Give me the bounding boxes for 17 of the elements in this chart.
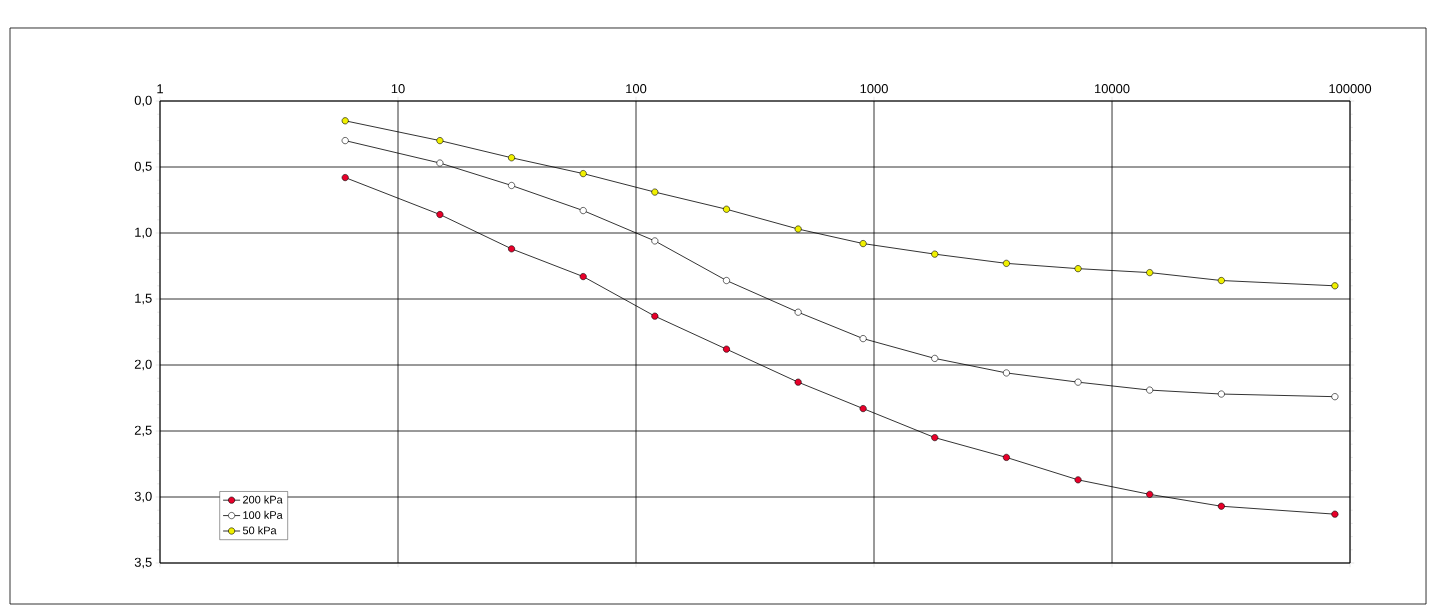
x-tick-label: 10 <box>391 84 405 94</box>
x-tick-label: 1000 <box>860 84 888 94</box>
y-tick-label: 2,0 <box>134 359 152 371</box>
legend-label: 200 kPa <box>243 495 283 504</box>
y-tick-label: 0,0 <box>134 95 152 107</box>
x-tick-label: 10000 <box>1094 84 1130 94</box>
legend-label: 100 kPa <box>243 510 283 519</box>
y-tick-label: 3,0 <box>134 491 152 503</box>
x-tick-label: 100 <box>626 84 647 94</box>
x-tick-label: 100000 <box>1329 84 1372 94</box>
y-tick-label: 2,5 <box>134 425 152 437</box>
y-tick-label: 0,5 <box>134 161 152 173</box>
y-tick-label: 3,5 <box>134 557 152 569</box>
y-tick-label: 1,5 <box>135 293 152 305</box>
y-tick-label: 1,0 <box>135 227 152 239</box>
x-tick-label: 1 <box>157 84 163 94</box>
legend-label: 50 kPa <box>242 526 277 535</box>
